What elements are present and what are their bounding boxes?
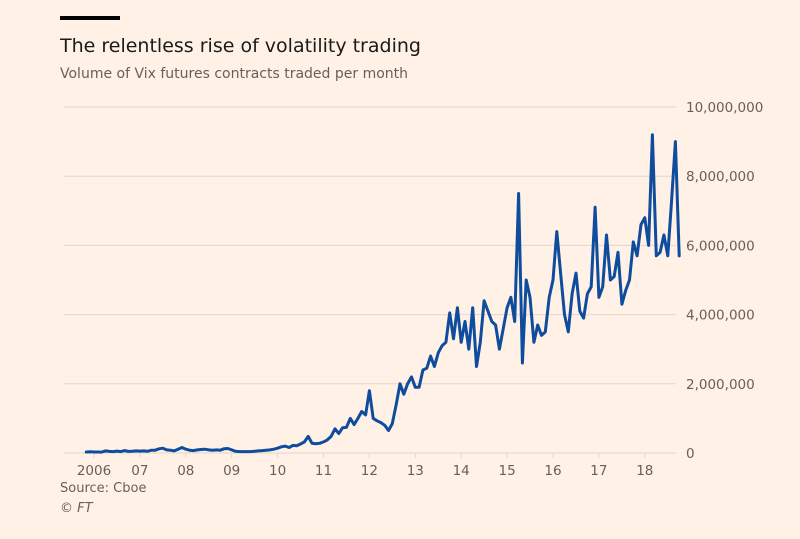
copyright-credit: © FT	[60, 501, 93, 516]
chart-subtitle: Volume of Vix futures contracts traded p…	[60, 66, 409, 82]
y-tick-label: 4,000,000	[686, 308, 755, 324]
x-tick-label: 2006	[77, 463, 111, 479]
y-tick-label: 10,000,000	[686, 100, 763, 116]
x-tick-label: 10	[269, 463, 286, 479]
chart-title: The relentless rise of volatility tradin…	[60, 35, 421, 57]
y-tick-label: 0	[686, 446, 695, 462]
gridlines	[64, 106, 676, 454]
x-tick-label: 12	[361, 463, 378, 479]
x-tick-label: 09	[223, 463, 240, 479]
y-tick-label: 2,000,000	[686, 377, 755, 393]
y-tick-label: 8,000,000	[686, 169, 755, 185]
x-axis: 2006 07 08 09 10 11 12 13 14 15 16 17 18	[77, 453, 653, 479]
x-tick-label: 07	[131, 463, 148, 479]
series-layer	[84, 133, 681, 454]
ft-topbar-accent	[60, 16, 120, 20]
x-tick-label: 14	[453, 463, 470, 479]
x-tick-label: 13	[407, 463, 424, 479]
x-tick-label: 15	[499, 463, 516, 479]
y-tick-label: 6,000,000	[686, 238, 755, 254]
x-tick-label: 18	[636, 463, 653, 479]
source-note: Source: Cboe	[60, 481, 147, 496]
series-line-vix-futures-volume	[84, 133, 681, 454]
x-tick-label: 17	[590, 463, 607, 479]
x-tick-label: 08	[177, 463, 194, 479]
x-tick-label: 16	[544, 463, 561, 479]
y-axis-labels: 0 2,000,000 4,000,000 6,000,000 8,000,000 10,…	[686, 100, 763, 462]
x-tick-label: 11	[315, 463, 332, 479]
